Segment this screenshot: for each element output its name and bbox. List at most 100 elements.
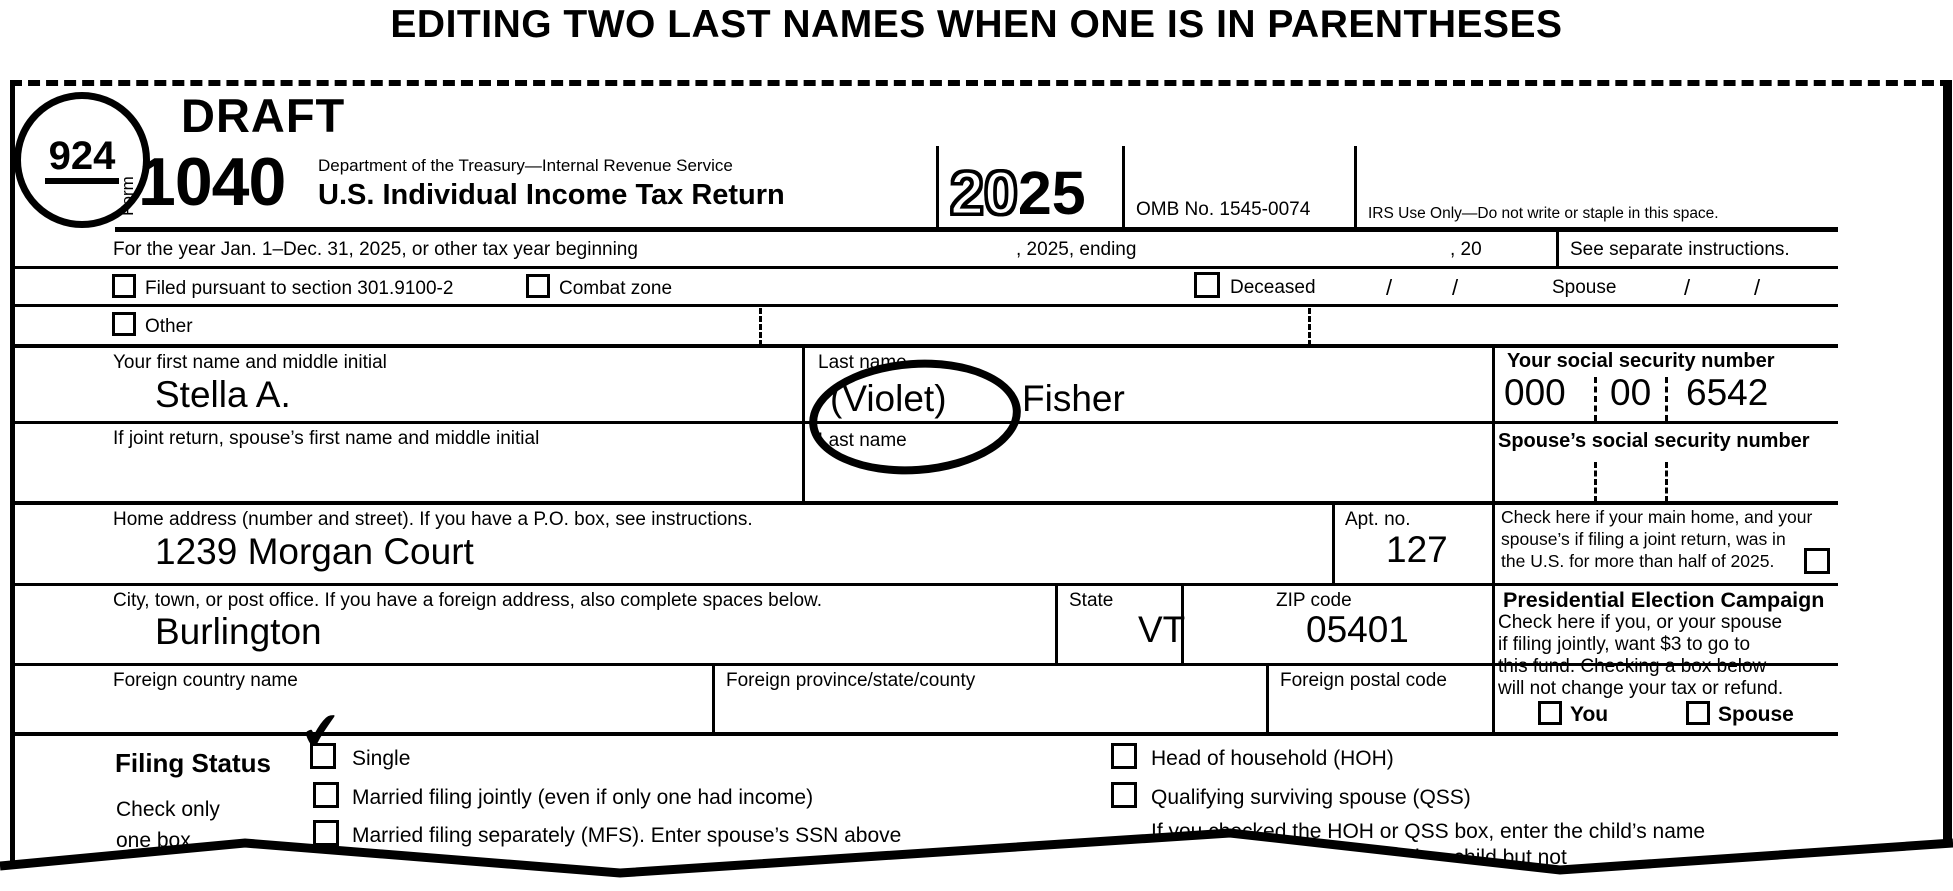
mfj-checkbox[interactable] [313,782,339,808]
divider [115,227,1838,232]
main-home-line1: Check here if your main home, and your [1501,507,1813,527]
hoh-label: Head of household (HOH) [1151,747,1394,770]
divider [1181,586,1184,665]
check-only-note-line2: one box [116,829,191,852]
divider [1665,462,1668,502]
other-checkbox[interactable] [112,312,136,336]
last-name-circled-value[interactable]: (Violet) [830,378,947,419]
form-title: U.S. Individual Income Tax Return [318,179,785,211]
foreign-province-label: Foreign province/state/county [726,670,976,691]
slide-title: EDITING TWO LAST NAMES WHEN ONE IS IN PA… [390,3,1563,46]
year-20-label: , 20 [1450,239,1482,260]
torn-partial-text: person is a child but not [1345,846,1567,869]
divider [1492,347,1495,736]
tax-year: 2025 [949,161,1086,225]
divider [1354,146,1357,230]
main-home-line2: spouse’s if filing a joint return, was i… [1501,529,1786,549]
hoh-checkbox[interactable] [1111,743,1137,769]
divider [712,666,715,734]
divider [1665,377,1668,421]
qss-label: Qualifying surviving spouse (QSS) [1151,786,1471,809]
divider [1332,505,1335,585]
filed-pursuant-label: Filed pursuant to section 301.9100-2 [145,278,454,299]
combat-zone-checkbox[interactable] [526,274,550,298]
ssn-group-1[interactable]: 000 [1504,372,1566,413]
spouse-date-slash: / [1684,275,1691,300]
combat-zone-label: Combat zone [559,278,673,299]
deceased-spouse-label: Spouse [1552,277,1617,298]
last-name-value[interactable]: Fisher [1022,378,1125,419]
mfj-label: Married filing jointly (even if only one… [352,786,814,809]
zip-label: ZIP code [1276,590,1352,611]
pec-line2: if filing jointly, want $3 to go to [1498,634,1751,655]
pec-spouse-checkbox[interactable] [1686,701,1710,725]
tax-year-outline: 20 [949,159,1020,227]
pec-you-label: You [1570,703,1609,726]
divider [802,347,805,503]
main-home-checkbox[interactable] [1804,548,1830,574]
hoh-qss-note: If you checked the HOH or QSS box, enter… [1151,820,1706,843]
divider [1594,377,1597,421]
pec-line1: Check here if you, or your spouse [1498,612,1783,633]
city-label: City, town, or post office. If you have … [113,590,823,611]
other-label: Other [145,316,193,337]
foreign-country-label: Foreign country name [113,670,298,691]
slide-number-badge: 924 [14,92,150,228]
deceased-checkbox[interactable] [1194,272,1220,298]
qss-checkbox[interactable] [1111,782,1137,808]
first-name-value[interactable]: Stella A. [155,374,291,415]
department-line: Department of the Treasury—Internal Reve… [318,156,733,175]
divider [1556,230,1559,267]
divider [1308,308,1311,346]
filing-status-title: Filing Status [115,748,271,778]
spouse-ssn-label: Spouse’s social security number [1498,430,1810,452]
spouse-last-name-label: Last name [818,430,907,451]
apt-value[interactable]: 127 [1386,529,1448,570]
filed-pursuant-checkbox[interactable] [112,274,136,298]
apt-label: Apt. no. [1345,509,1411,530]
divider [759,308,762,346]
pec-line3: this fund. Checking a box below [1498,656,1767,677]
main-home-line3: the U.S. for more than half of 2025. [1501,551,1775,571]
your-ssn-label: Your social security number [1507,350,1775,372]
see-instructions-label: See separate instructions. [1570,239,1790,260]
single-checkbox[interactable] [310,743,336,769]
divider [10,583,1838,586]
divider [1594,462,1597,502]
mfs-label: Married filing separately (MFS). Enter s… [352,824,902,847]
divider [10,266,1838,269]
divider [10,732,1838,736]
ssn-group-2[interactable]: 00 [1610,372,1652,413]
slide-number: 924 [44,136,120,184]
city-value[interactable]: Burlington [155,611,322,652]
divider [1266,666,1269,734]
pec-title: Presidential Election Campaign [1503,588,1825,612]
state-value[interactable]: VT [1138,609,1186,650]
zip-value[interactable]: 05401 [1306,609,1409,650]
deceased-date-slash: / [1452,275,1459,300]
mfs-checkbox[interactable] [313,820,339,846]
spouse-first-name-label: If joint return, spouse’s first name and… [113,428,540,449]
home-address-value[interactable]: 1239 Morgan Court [155,531,474,572]
form-word-vertical: Form [118,176,137,216]
single-label: Single [352,747,411,770]
form-border [10,80,1952,891]
divider [10,344,1838,348]
omb-number: OMB No. 1545-0074 [1136,199,1311,220]
divider [936,146,939,230]
pec-you-checkbox[interactable] [1538,701,1562,725]
state-label: State [1069,590,1114,611]
ssn-group-3[interactable]: 6542 [1686,372,1769,413]
pec-spouse-label: Spouse [1718,703,1794,726]
form-number: 1040 [138,144,286,220]
deceased-label: Deceased [1230,277,1316,298]
divider [10,663,1838,666]
irs-use-only-note: IRS Use Only—Do not write or staple in t… [1368,205,1719,222]
first-name-label: Your first name and middle initial [113,352,387,373]
deceased-date-slash: / [1386,275,1393,300]
spouse-date-slash: / [1754,275,1761,300]
divider [10,421,1838,424]
foreign-postal-label: Foreign postal code [1280,670,1447,691]
last-name-label: Last name [818,352,907,373]
